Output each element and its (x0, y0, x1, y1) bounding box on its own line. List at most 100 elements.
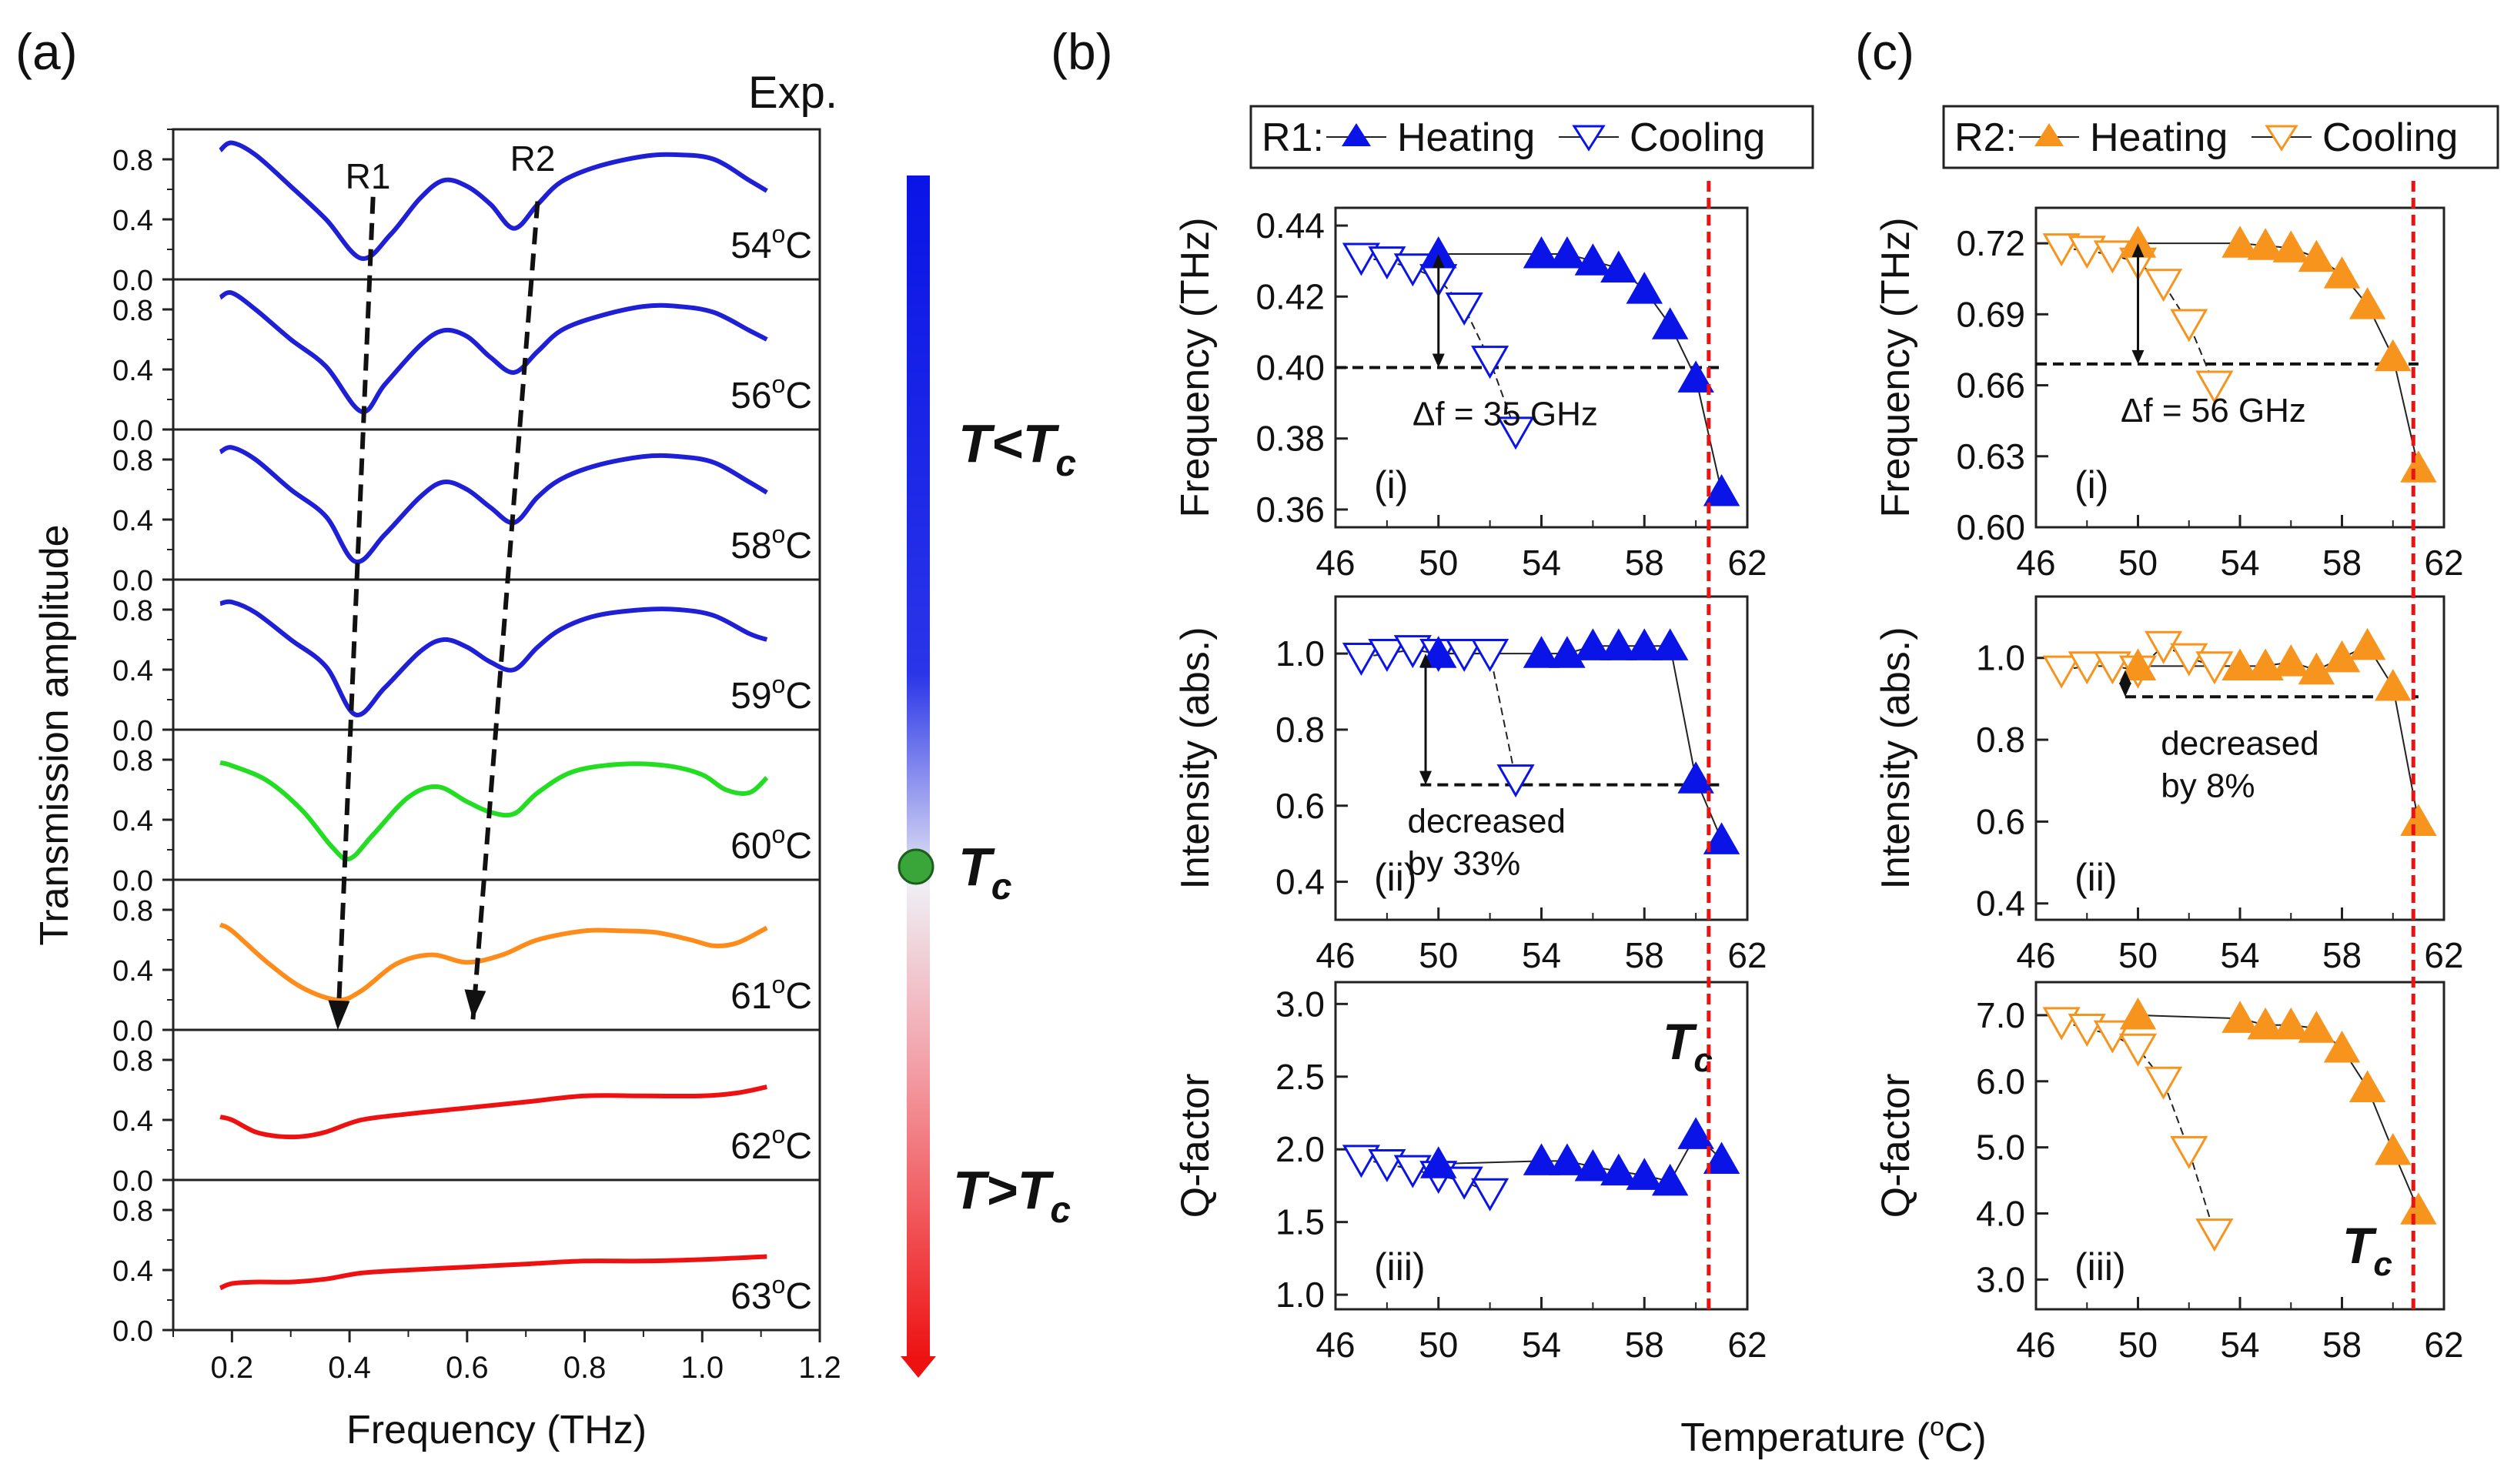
y-tick-label: 0.4 (1976, 884, 2025, 924)
heating-point (2375, 1133, 2412, 1165)
temperature-label: 54oC (730, 220, 812, 266)
y-tick-label: 4.0 (1976, 1194, 2025, 1234)
heating-point (1651, 307, 1689, 339)
subplot-frame (172, 428, 821, 581)
x-tick-label: 58 (2322, 935, 2362, 975)
resonance-label-r2: R2 (510, 139, 556, 179)
legend-heating-marker (1342, 123, 1371, 146)
cooling-point (1393, 253, 1432, 287)
x-tick-label: 62 (2424, 543, 2463, 583)
x-tick-label: 58 (1625, 1325, 1664, 1365)
x-tick-label: 50 (2118, 935, 2158, 975)
y-axis-label: Frequency (THz) (1874, 217, 1918, 517)
y-tick-label: 5.0 (1976, 1128, 2025, 1168)
y-axis-label: Q-factor (1173, 1074, 1218, 1218)
temperature-label: 56oC (730, 370, 812, 416)
heating-point (1703, 1141, 1740, 1175)
difference-arrow-head (2118, 670, 2131, 684)
cooling-point (1471, 639, 1509, 673)
heating-point (1703, 822, 1740, 854)
legend-cooling-marker (2265, 125, 2298, 152)
y-tick-label: 0.44 (1255, 206, 1325, 246)
heating-point (2298, 1011, 2335, 1043)
y-tick-label: 0.0 (112, 1165, 153, 1198)
heating-point (1523, 636, 1560, 668)
x-tick-label: 0.4 (328, 1351, 371, 1385)
cooling-point (1496, 764, 1535, 798)
y-axis-label: Q-factor (1874, 1074, 1918, 1218)
y-tick-label: 6.0 (1976, 1061, 2025, 1101)
cooling-point (1445, 639, 1483, 673)
x-tick-label: 54 (2220, 1325, 2259, 1365)
temperature-label: 58oC (730, 520, 812, 567)
difference-arrow-head (2118, 683, 2131, 697)
cooling-point (1368, 246, 1406, 280)
cooling-point (2093, 651, 2131, 685)
transmission-curve-58C (219, 445, 768, 564)
y-axis-label: Intensity (abs.) (1874, 627, 1918, 889)
transmission-curve-60C (219, 760, 769, 862)
heating-point (2400, 804, 2437, 837)
y-tick-label: 0.8 (112, 295, 153, 327)
x-tick-label: 58 (1625, 935, 1664, 975)
y-tick-label: 0.42 (1255, 276, 1325, 316)
chart-a-ylabel: Transmission amplitude (32, 524, 77, 945)
difference-arrow-head (1419, 653, 1433, 668)
subplot-tag: (ii) (1374, 856, 1417, 899)
chart-a-xlabel: Frequency (THz) (346, 1408, 647, 1452)
legend-cooling-label: Cooling (2322, 115, 2458, 160)
x-tick-label: 0.6 (446, 1351, 489, 1385)
shift-arrow-R2 (470, 201, 540, 1020)
transmission-curve-56C (219, 290, 768, 414)
difference-arrow-head (1432, 253, 1445, 268)
y-tick-label: 0.0 (112, 565, 153, 597)
heating-point (1677, 1117, 1714, 1149)
cooling-point (2170, 1135, 2208, 1169)
tc-label: Tc (2342, 1217, 2392, 1283)
cooling-point (1342, 1145, 1381, 1178)
delta-f-annotation: Δf = 35 GHz (1412, 396, 1598, 433)
y-tick-label: 0.6 (1976, 801, 2025, 841)
y-tick-label: 0.4 (112, 355, 153, 387)
cooling-point (1471, 346, 1509, 379)
heating-point (2349, 627, 2386, 660)
x-tick-label: 50 (1419, 935, 1458, 975)
heating-point (1549, 236, 1586, 269)
y-tick-label: 0.0 (112, 265, 153, 297)
y-tick-label: 0.72 (1956, 223, 2025, 263)
x-tick-label: 46 (2016, 543, 2055, 583)
y-tick-label: 0.4 (112, 505, 153, 537)
difference-arrow-head (1419, 770, 1433, 785)
y-tick-label: 0.8 (112, 145, 153, 177)
heating-point (2400, 450, 2437, 483)
heating-point (1420, 1146, 1457, 1178)
cooling-point (1471, 1178, 1509, 1212)
x-tick-label: 62 (1727, 935, 1767, 975)
y-tick-label: 0.38 (1255, 419, 1325, 459)
chart-a-title: Exp. (748, 68, 837, 118)
y-tick-label: 0.36 (1255, 490, 1325, 530)
delta-f-annotation: Δf = 56 GHz (2121, 392, 2306, 429)
heating-point (1549, 636, 1586, 668)
x-tick-label: 58 (2322, 543, 2362, 583)
heating-point (1626, 628, 1663, 660)
y-tick-label: 0.0 (112, 865, 153, 897)
heating-point (2272, 230, 2309, 262)
decrease-annotation: decreased (2161, 724, 2318, 762)
cooling-point (1342, 642, 1381, 676)
heating-point (1651, 1163, 1689, 1196)
y-tick-label: 0.8 (112, 445, 153, 477)
y-tick-label: 0.8 (112, 895, 153, 928)
transmission-curve-61C (219, 922, 768, 1003)
heating-point (1523, 236, 1560, 269)
heating-point (2323, 640, 2361, 673)
x-tick-label: 50 (1419, 1325, 1458, 1365)
heating-curve-line (2138, 1014, 2419, 1211)
heating-point (2349, 287, 2386, 319)
x-tick-label: 1.0 (680, 1351, 724, 1385)
heating-point (1651, 628, 1689, 660)
y-tick-label: 0.4 (112, 655, 153, 687)
panel-label-c: (c) (1855, 23, 1914, 80)
transmission-curve-54C (219, 140, 768, 261)
